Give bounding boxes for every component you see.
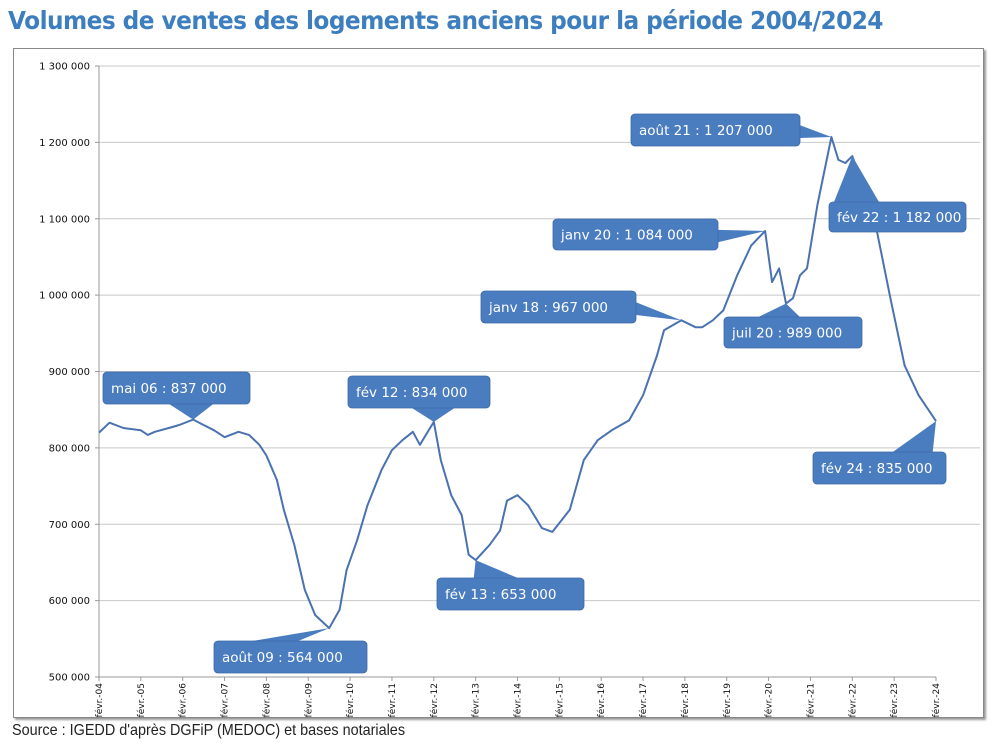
x-tick-label: févr.-13 [471, 683, 482, 717]
callout-box [436, 577, 585, 611]
x-tick-label: févr.-23 [889, 683, 900, 717]
x-tick-label: févr.-24 [931, 683, 942, 718]
callout-label: juil 20 : 989 000 [731, 326, 842, 342]
x-tick-label: févr.-11 [387, 683, 398, 717]
chart-title: Volumes de ventes des logements anciens … [8, 6, 883, 35]
x-tick-label: févr.-19 [722, 683, 733, 718]
y-tick-label: 1 100 000 [39, 214, 90, 225]
x-tick-label: févr.-21 [805, 683, 816, 717]
y-tick-label: 500 000 [49, 673, 90, 684]
callout-box [723, 316, 863, 349]
x-tick-label: févr.-08 [261, 683, 272, 718]
x-tick-label: févr.-14 [513, 683, 524, 718]
callout-pointer [411, 408, 455, 422]
callout-pointer [892, 421, 936, 452]
x-tick-label: févr.-07 [220, 683, 231, 717]
x-tick-label: févr.-05 [136, 683, 147, 717]
callout-box [347, 375, 491, 409]
x-tick-label: févr.-12 [429, 683, 440, 717]
x-tick-label: févr.-16 [596, 683, 607, 718]
callout-pointer [834, 156, 879, 202]
callout-label: fév 12 : 834 000 [356, 385, 467, 401]
callout-label: août 21 : 1 207 000 [639, 123, 773, 139]
callout-label: fév 22 : 1 182 000 [837, 210, 961, 226]
x-tick-label: févr.-20 [764, 683, 775, 718]
x-tick-label: févr.-18 [680, 683, 691, 718]
callout-box [552, 218, 719, 251]
callout-pointer [636, 302, 682, 321]
x-tick-label: févr.-17 [638, 683, 649, 717]
y-tick-label: 1 200 000 [39, 138, 90, 149]
callout-box [812, 451, 947, 485]
callout-label: janv 18 : 967 000 [488, 300, 608, 316]
series-line [98, 136, 937, 630]
callout-label: mai 06 : 837 000 [111, 381, 227, 397]
callout-pointer [473, 560, 518, 578]
x-tick-label: févr.-06 [178, 683, 189, 718]
callout-box [480, 290, 637, 324]
y-tick-label: 1 000 000 [39, 291, 90, 302]
callout-box [630, 113, 801, 147]
callout-label: janv 20 : 1 084 000 [560, 228, 693, 244]
y-tick-label: 600 000 [49, 596, 90, 607]
x-tick-label: févr.-09 [303, 683, 314, 718]
x-tick-label: févr.-04 [94, 683, 105, 718]
callout-label: fév 13 : 653 000 [445, 587, 556, 603]
y-tick-label: 700 000 [49, 520, 90, 531]
callout-box [102, 371, 251, 405]
callout-pointer [800, 125, 832, 138]
callout-pointer [718, 229, 766, 243]
y-tick-label: 900 000 [49, 367, 90, 378]
callout-box [828, 201, 967, 233]
callout-box [213, 640, 368, 674]
callout-pointer [758, 303, 800, 317]
y-tick-label: 800 000 [49, 443, 90, 454]
callout-pointer [169, 404, 214, 420]
callout-label: août 09 : 564 000 [222, 650, 343, 666]
x-tick-label: févr.-10 [345, 683, 356, 718]
x-tick-label: févr.-22 [847, 683, 858, 717]
source-note: Source : IGEDD d'après DGFiP (MEDOC) et … [12, 722, 406, 739]
callout-pointer [252, 628, 330, 641]
callout-label: fév 24 : 835 000 [821, 461, 932, 477]
x-tick-label: févr.-15 [554, 683, 565, 717]
y-tick-label: 1 300 000 [39, 62, 90, 73]
